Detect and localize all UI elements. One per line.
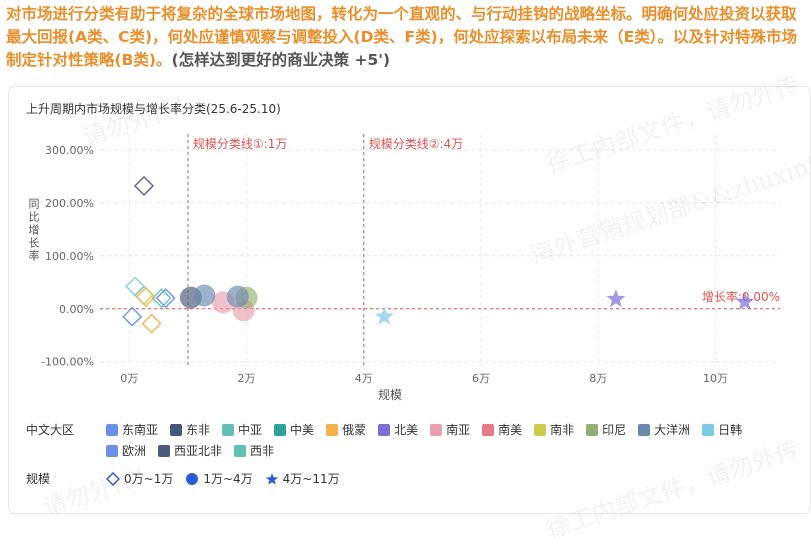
x-tick-label: 10万	[703, 372, 728, 385]
legend-item[interactable]: 南亚	[430, 421, 470, 438]
x-tick-label: 8万	[589, 372, 607, 385]
legend-swatch	[430, 423, 443, 436]
x-tick-label: 0万	[120, 372, 138, 385]
data-point	[193, 284, 216, 307]
legend-label: 中亚	[238, 423, 263, 437]
y-tick-label: -100.00%	[41, 356, 94, 369]
legend-swatch	[170, 423, 183, 436]
legend-swatch	[378, 423, 391, 436]
legend-swatch	[274, 423, 287, 436]
legend-item[interactable]: 印尼	[586, 421, 626, 438]
x-tick-label: 4万	[355, 372, 373, 385]
legend-swatch	[234, 444, 247, 457]
legend-swatch	[158, 444, 171, 457]
y-axis-title-char: 率	[29, 249, 40, 263]
chart-panel	[8, 86, 811, 514]
y-tick-label: 0.00%	[59, 303, 94, 316]
legend-swatch	[222, 423, 235, 436]
data-point	[125, 276, 146, 297]
y-tick-label: 300.00%	[45, 144, 94, 157]
legend-label: 欧洲	[122, 444, 147, 458]
data-point	[133, 175, 155, 196]
x-axis-title: 规模	[378, 387, 402, 402]
legend-size-title: 规模	[26, 472, 51, 486]
data-point	[122, 306, 143, 327]
reference-line-label: 规模分类线②:4万	[369, 136, 463, 151]
legend-item[interactable]: 中美	[274, 421, 314, 438]
scatter-chart: -100.00% 0.00% 100.00% 200.00% 300.00% 0万 2万 4万…	[29, 134, 780, 402]
data-point	[155, 288, 176, 309]
legend-item[interactable]: 西亚北非	[158, 442, 222, 459]
y-axis-title-char: 同	[29, 198, 40, 211]
data-point	[141, 313, 162, 334]
legend-label: 西亚北非	[174, 444, 223, 458]
data-point	[735, 291, 755, 310]
data-point	[606, 289, 626, 308]
legend-label: 南非	[550, 423, 575, 437]
y-tick-label: 200.00%	[45, 197, 94, 210]
chart-title: 上升周期内市场规模与增长率分类(25.6-25.10)	[26, 102, 281, 116]
legend-item[interactable]: 大洋洲	[638, 421, 690, 438]
legend-item[interactable]: 南美	[482, 421, 522, 438]
legend-item[interactable]: 中亚	[222, 421, 262, 438]
legend-label: 东南亚	[122, 423, 159, 437]
legend-swatch	[702, 423, 715, 436]
legend-item[interactable]: 日韩	[702, 421, 742, 438]
legend-label: 北美	[394, 423, 419, 437]
legend-item[interactable]: 南非	[534, 421, 574, 438]
instruction-suffix: (怎样达到更好的商业决策 +5')	[171, 51, 391, 69]
legend-label: 东非	[186, 423, 211, 437]
diamond-icon	[106, 471, 120, 486]
legend-swatch	[106, 423, 118, 436]
y-tick-label: 100.00%	[45, 250, 94, 263]
x-tick-label: 6万	[472, 372, 490, 385]
y-axis-title-char: 增	[29, 223, 40, 237]
legend-label: 中美	[290, 423, 315, 437]
star-icon	[265, 472, 278, 485]
y-axis-title-char: 长	[29, 237, 40, 250]
data-point	[374, 306, 394, 325]
reference-line-label: 规模分类线①:1万	[193, 136, 287, 151]
legend-item[interactable]: 西非	[234, 442, 274, 459]
legend-region-row-2: 欧洲 西亚北非 西非	[106, 442, 286, 459]
legend-size-label: 4万~11万	[282, 472, 340, 486]
legend-item[interactable]: 东非	[170, 421, 210, 438]
legend-swatch	[326, 423, 339, 436]
instruction-body: 对市场进行分类有助于将复杂的全球市场地图，转化为一个直观的、与行动挂钩的战略坐标…	[6, 5, 798, 69]
legend-size-item[interactable]: 4万~11万	[265, 470, 340, 487]
legend-swatch	[638, 423, 651, 436]
legend-swatch	[534, 423, 547, 436]
legend-size-row: 规模 0万~1万 1万~4万 4万~11万	[26, 470, 352, 487]
legend-label: 日韩	[718, 423, 743, 437]
legend-size-item[interactable]: 1万~4万	[185, 470, 253, 487]
legend-swatch	[586, 423, 599, 436]
legend-region-row-1: 中文大区 东南亚 东非 中亚 中美 俄蒙 北美 南亚 南美 南非 印尼 大洋洲 日韩	[26, 421, 754, 438]
legend-label: 印尼	[602, 423, 627, 437]
y-axis-title-char: 比	[29, 211, 40, 224]
legend-item[interactable]: 俄蒙	[326, 421, 366, 438]
instruction-text: 对市场进行分类有助于将复杂的全球市场地图，转化为一个直观的、与行动挂钩的战略坐标…	[6, 3, 806, 72]
legend-item[interactable]: 北美	[378, 421, 418, 438]
legend-region-title: 中文大区	[26, 423, 75, 437]
legend-size-label: 1万~4万	[203, 472, 253, 486]
legend-size-item[interactable]: 0万~1万	[106, 470, 173, 487]
circle-icon	[186, 472, 199, 485]
legend-size-label: 0万~1万	[124, 472, 174, 486]
reference-line-label: 增长率:0.00%	[702, 289, 780, 304]
legend-label: 俄蒙	[342, 423, 367, 437]
data-point	[151, 288, 172, 309]
legend-label: 南美	[498, 423, 523, 437]
legend-swatch	[482, 423, 495, 436]
x-tick-label: 2万	[238, 372, 256, 385]
legend-label: 大洋洲	[654, 423, 691, 437]
legend-label: 南亚	[446, 423, 471, 437]
data-point	[226, 285, 249, 308]
legend-label: 西非	[250, 444, 275, 458]
legend-item[interactable]: 欧洲	[106, 442, 146, 459]
legend-item[interactable]: 东南亚	[106, 421, 158, 438]
legend-swatch	[106, 444, 118, 457]
